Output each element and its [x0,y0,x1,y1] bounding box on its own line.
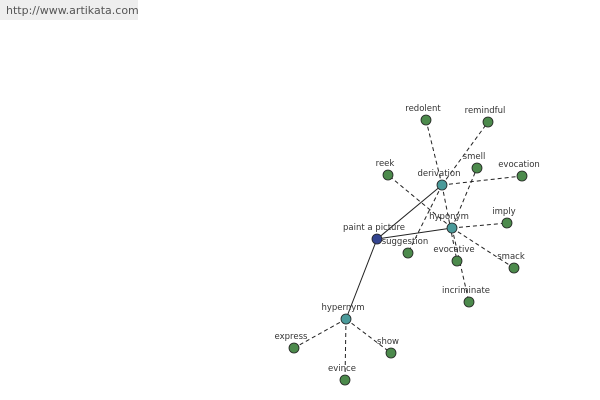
node[interactable] [382,169,394,181]
node-label[interactable]: suggestion [382,237,429,247]
dashed-edge [451,222,508,229]
node[interactable] [420,114,432,126]
node-label[interactable]: paint a picture [343,223,405,233]
dashed-edge [441,184,458,262]
node-label[interactable]: evocative [433,245,474,255]
node[interactable] [402,247,414,259]
node[interactable] [340,313,352,325]
node-label[interactable]: show [377,337,399,347]
dashed-edge [293,318,347,349]
node-label[interactable]: incriminate [442,286,490,296]
node-label[interactable]: express [275,332,308,342]
node[interactable] [471,162,483,174]
solid-edge [376,184,443,240]
dashed-edge [344,318,347,381]
dashed-edge [451,227,515,269]
node[interactable] [446,222,458,234]
node[interactable] [508,262,520,274]
node[interactable] [339,374,351,386]
solid-edge [376,227,453,240]
node-label[interactable]: smack [497,252,525,262]
node-label[interactable]: redolent [405,104,441,114]
node-label[interactable]: reek [376,159,395,169]
node[interactable] [501,217,513,229]
node-label[interactable]: hypernym [321,303,364,313]
dashed-edge [407,184,443,254]
dashed-edge [451,167,478,229]
solid-edge [345,238,378,320]
node[interactable] [436,179,448,191]
node[interactable] [385,347,397,359]
node-label[interactable]: smell [463,152,486,162]
site-url[interactable]: http://www.artikata.com [0,0,139,20]
node-label[interactable]: imply [492,207,515,217]
dashed-edge [345,318,392,354]
node-label[interactable]: hyponym [429,212,469,222]
node[interactable] [451,255,463,267]
node[interactable] [288,342,300,354]
node-label[interactable]: evince [328,364,356,374]
node-label[interactable]: evocation [498,160,540,170]
node[interactable] [371,233,383,245]
node-label[interactable]: derivation [417,169,460,179]
node[interactable] [463,296,475,308]
node-label[interactable]: remindful [465,106,506,116]
node[interactable] [516,170,528,182]
dashed-edge [441,121,489,186]
node[interactable] [482,116,494,128]
